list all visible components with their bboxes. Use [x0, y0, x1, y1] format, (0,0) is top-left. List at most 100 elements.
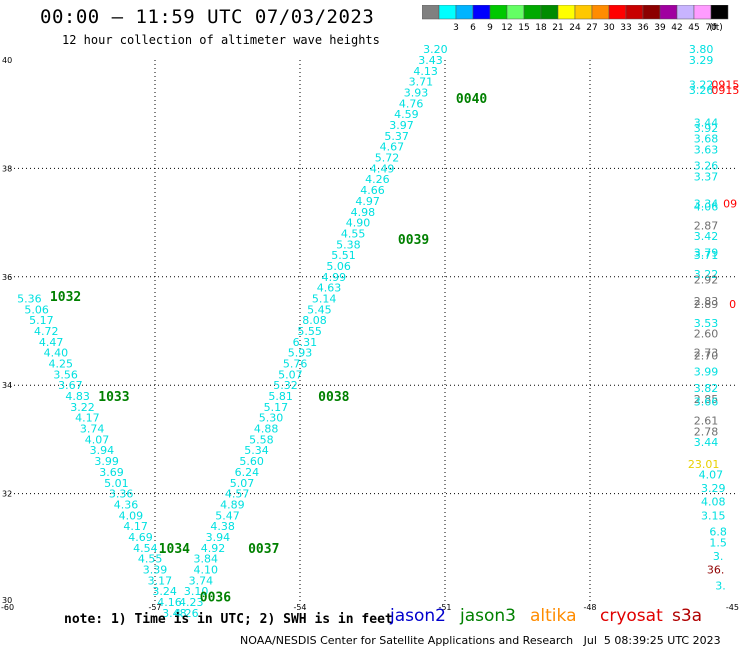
wave-height-value: 5.81 [268, 390, 293, 403]
wave-height-value: 5.34 [244, 444, 269, 457]
wave-height-value: 4.76 [399, 97, 424, 110]
wave-height-value: 3.56 [53, 368, 78, 381]
wave-height-value: 4.23 [179, 596, 204, 609]
colorbar-label: 21 [552, 23, 563, 33]
wave-height-value: 2.73 [694, 347, 719, 360]
wave-height-value: 4.38 [210, 520, 235, 533]
pass-time-label: 1032 [50, 290, 81, 305]
wave-height-value: 3.34 [694, 198, 719, 211]
wave-height-value: 3.84 [194, 553, 219, 566]
wave-height-value: 3.22 [70, 401, 95, 414]
wave-height-value: 5.38 [336, 238, 361, 251]
pass-time-label: 0037 [248, 542, 279, 557]
colorbar-label: 6 [470, 23, 476, 33]
wave-height-value: 4.09 [119, 509, 144, 522]
wave-height-value: 3.66 [694, 395, 719, 408]
wave-height-value: 3.22 [694, 268, 719, 281]
wave-height-value: 6.8 [709, 526, 727, 539]
wave-height-value: 5.30 [259, 412, 284, 425]
wave-height-value: 5.07 [278, 368, 303, 381]
wave-height-value: 4.36 [114, 498, 139, 511]
wave-height-value: 3.29 [689, 54, 714, 67]
wave-height-value: 3.82 [694, 382, 719, 395]
x-tick-label: -57 [148, 603, 161, 612]
colorbar-label: 9 [487, 23, 493, 33]
wave-height-value: 3.99 [94, 455, 119, 468]
wave-height-value: 4.69 [128, 531, 153, 544]
wave-height-value: 5.45 [307, 303, 332, 316]
wave-height-value: 3.22 [689, 78, 714, 91]
wave-height-value: 5.14 [312, 292, 337, 305]
legend-s3a: s3a [672, 606, 703, 626]
wave-height-value: 4.17 [123, 520, 148, 533]
wave-height-value: 2.92 [694, 274, 719, 287]
wave-height-value: 4.59 [394, 108, 419, 121]
wave-height-value: 3.36 [109, 488, 134, 501]
y-tick-label: 32 [2, 490, 12, 499]
wave-height-value: 4.55 [138, 553, 163, 566]
x-tick-label: -51 [438, 603, 451, 612]
colorbar-label: 24 [569, 23, 581, 33]
colorbar-swatch [710, 5, 729, 20]
wave-height-value: 0 [729, 298, 736, 311]
wave-height-value: 5.07 [230, 477, 255, 490]
wave-height-value: 4.26 [365, 173, 390, 186]
wave-height-value: 5.60 [239, 455, 264, 468]
wave-height-value: 4.67 [380, 141, 405, 154]
colorbar-label: 42 [671, 23, 682, 33]
wave-height-value: 4.66 [360, 184, 385, 197]
wave-height-value: 4.89 [220, 498, 245, 511]
wave-height-value: 3.48 [162, 607, 187, 620]
pass-time-label: 0039 [398, 233, 429, 248]
y-tick-label: 40 [2, 56, 12, 65]
wave-height-value: 4.98 [351, 206, 376, 219]
wave-height-value: 3.15 [701, 509, 726, 522]
wave-height-value: 5.93 [288, 347, 313, 360]
wave-height-value: 5.06 [326, 260, 351, 273]
colorbar-label: 12 [501, 23, 512, 33]
legend-jason2: jason2 [390, 606, 446, 626]
x-tick-label: -48 [583, 603, 596, 612]
wave-height-value: 5.58 [249, 433, 274, 446]
wave-height-value: 3.44 [694, 116, 719, 129]
wave-height-value: 0915 [711, 78, 739, 91]
wave-height-value: 4.06 [694, 200, 719, 213]
wave-height-value: 5.17 [264, 401, 289, 414]
wave-height-value: 3.93 [404, 87, 429, 100]
wave-height-value: 3.24 [152, 585, 177, 598]
colorbar-label: 39 [654, 23, 666, 33]
wave-height-value: 3.71 [409, 76, 434, 89]
footnote: note: 1) Time is in UTC; 2) SWH is in fe… [64, 612, 393, 627]
wave-height-value: 0915 [711, 84, 739, 97]
wave-height-value: 4.49 [370, 162, 395, 175]
wave-height-value: 3.44 [694, 436, 719, 449]
credit-line: NOAA/NESDIS Center for Satellite Applica… [240, 634, 721, 647]
wave-height-value: 3.26 [689, 84, 714, 97]
wave-height-value: 4.99 [322, 271, 347, 284]
wave-height-value: 6.31 [293, 336, 318, 349]
wave-height-value: 4.54 [133, 542, 158, 555]
pass-time-label: 1033 [98, 390, 129, 405]
colorbar-label: 33 [620, 23, 631, 33]
wave-height-value: 5.36 [17, 292, 42, 305]
wave-height-value: 4.07 [699, 469, 724, 482]
wave-height-value: 2.70 [694, 349, 719, 362]
wave-height-value: 5.51 [331, 249, 356, 262]
pass-time-label: 1034 [159, 542, 190, 557]
colorbar-label: 27 [586, 23, 597, 33]
wave-height-value: 3.63 [694, 143, 719, 156]
wave-height-value: 3. [715, 580, 726, 593]
wave-height-value: 5.06 [24, 303, 49, 316]
wave-height-value: 4.08 [701, 496, 726, 509]
wave-height-value: 3.80 [689, 43, 714, 56]
wave-height-value: 2.60 [694, 328, 719, 341]
wave-height-value: 4.90 [346, 217, 371, 230]
y-tick-label: 30 [2, 596, 12, 605]
chart-title: 00:00 – 11:59 UTC 07/03/2023 [40, 6, 375, 28]
wave-height-value: 5.76 [283, 358, 308, 371]
x-tick-label: -45 [726, 603, 739, 612]
wave-height-value: 4.25 [49, 358, 74, 371]
wave-height-value: 3.71 [694, 249, 719, 262]
wave-height-value: 4.57 [225, 488, 250, 501]
